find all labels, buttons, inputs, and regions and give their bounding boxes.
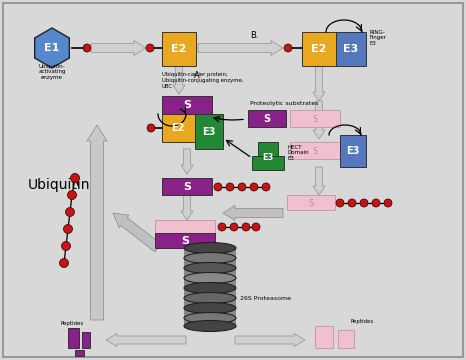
Bar [287, 195, 335, 210]
Bar [340, 135, 366, 167]
FancyArrow shape [113, 213, 161, 252]
Circle shape [242, 223, 250, 231]
Circle shape [262, 183, 270, 191]
FancyArrow shape [91, 40, 146, 55]
Text: B.: B. [250, 31, 259, 40]
Circle shape [250, 183, 258, 191]
Ellipse shape [184, 302, 236, 314]
Bar [162, 114, 195, 142]
Text: HECT
Domain
E3: HECT Domain E3 [288, 145, 309, 161]
Bar [248, 110, 286, 127]
Bar [252, 156, 284, 170]
Text: Ubiquitin-conjugating enzyme,: Ubiquitin-conjugating enzyme, [162, 78, 243, 83]
Ellipse shape [184, 320, 236, 332]
FancyArrow shape [198, 40, 283, 55]
Ellipse shape [184, 252, 236, 264]
Text: Ubiquitin-carrier protein;: Ubiquitin-carrier protein; [162, 72, 227, 77]
Bar [290, 142, 340, 159]
Circle shape [60, 258, 69, 267]
Circle shape [284, 44, 292, 52]
Bar [338, 330, 354, 348]
FancyArrow shape [173, 66, 185, 94]
Text: Ubiquitin-
activating
enzyme: Ubiquitin- activating enzyme [38, 64, 66, 80]
Text: E3: E3 [343, 44, 359, 54]
Ellipse shape [184, 292, 236, 303]
Bar [195, 114, 223, 149]
Text: S: S [312, 114, 318, 123]
FancyArrow shape [106, 333, 186, 346]
FancyArrow shape [313, 167, 325, 195]
Bar [184, 248, 236, 328]
Text: E2: E2 [171, 123, 185, 133]
Bar [162, 96, 212, 114]
Text: UBC: UBC [162, 84, 173, 89]
Bar [302, 32, 336, 66]
Text: S: S [308, 198, 314, 207]
Ellipse shape [184, 273, 236, 284]
Bar [82, 332, 90, 348]
Ellipse shape [184, 243, 236, 253]
Circle shape [372, 199, 380, 207]
Text: E2: E2 [171, 44, 187, 54]
Text: RING-
Finger
E3: RING- Finger E3 [370, 30, 387, 46]
Bar [75, 350, 84, 356]
Circle shape [336, 199, 344, 207]
Circle shape [146, 44, 154, 52]
FancyArrow shape [223, 206, 283, 220]
Circle shape [83, 44, 91, 52]
Ellipse shape [184, 262, 236, 274]
FancyArrow shape [313, 66, 325, 101]
Circle shape [348, 199, 356, 207]
Text: Proteolytic substrates: Proteolytic substrates [250, 100, 318, 105]
Text: E3: E3 [346, 146, 360, 156]
FancyArrow shape [181, 149, 193, 174]
Bar [68, 328, 79, 348]
Polygon shape [34, 28, 69, 68]
Text: 26S Proteasome: 26S Proteasome [240, 296, 291, 301]
FancyArrow shape [235, 333, 305, 346]
FancyArrow shape [313, 101, 325, 139]
Bar [155, 220, 215, 233]
Text: S: S [263, 114, 271, 124]
Text: A.: A. [194, 72, 202, 81]
Text: Peptides: Peptides [61, 320, 83, 325]
Ellipse shape [184, 283, 236, 293]
Bar [155, 233, 215, 248]
Text: E3: E3 [202, 127, 216, 137]
Text: S: S [183, 182, 191, 192]
Circle shape [147, 124, 155, 132]
Ellipse shape [184, 312, 236, 324]
Circle shape [252, 223, 260, 231]
Circle shape [214, 183, 222, 191]
Circle shape [66, 207, 75, 216]
Circle shape [68, 190, 76, 199]
Circle shape [62, 242, 70, 251]
Circle shape [238, 183, 246, 191]
Text: S: S [312, 147, 318, 156]
Circle shape [218, 223, 226, 231]
Text: Ubiquitin: Ubiquitin [28, 178, 90, 192]
FancyArrow shape [181, 195, 193, 220]
Circle shape [63, 225, 73, 234]
Text: E2: E2 [311, 44, 327, 54]
Bar [290, 110, 340, 127]
Text: E3: E3 [262, 153, 274, 162]
Circle shape [230, 223, 238, 231]
Bar [162, 32, 196, 66]
Bar [162, 178, 212, 195]
Bar [336, 32, 366, 66]
Text: S: S [181, 236, 189, 246]
Text: E1: E1 [44, 43, 60, 53]
FancyArrow shape [87, 125, 107, 320]
Text: S: S [183, 100, 191, 110]
Circle shape [226, 183, 234, 191]
Circle shape [384, 199, 392, 207]
Circle shape [70, 174, 80, 183]
Text: Peptides: Peptides [350, 320, 374, 324]
Circle shape [360, 199, 368, 207]
Bar [315, 326, 333, 348]
Bar [258, 142, 278, 170]
